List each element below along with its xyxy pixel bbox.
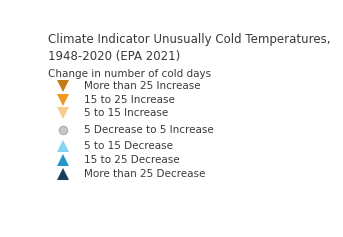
Text: 15 to 25 Decrease: 15 to 25 Decrease: [84, 155, 180, 165]
Text: 5 to 15 Decrease: 5 to 15 Decrease: [84, 141, 173, 151]
Text: 5 Decrease to 5 Increase: 5 Decrease to 5 Increase: [84, 125, 214, 135]
Text: 5 to 15 Increase: 5 to 15 Increase: [84, 108, 168, 118]
Text: 15 to 25 Increase: 15 to 25 Increase: [84, 95, 175, 105]
Text: Climate Indicator Unusually Cold Temperatures,
1948-2020 (EPA 2021): Climate Indicator Unusually Cold Tempera…: [48, 33, 331, 63]
Text: More than 25 Decrease: More than 25 Decrease: [84, 169, 205, 178]
Text: Change in number of cold days: Change in number of cold days: [48, 68, 211, 79]
Text: More than 25 Increase: More than 25 Increase: [84, 81, 201, 91]
